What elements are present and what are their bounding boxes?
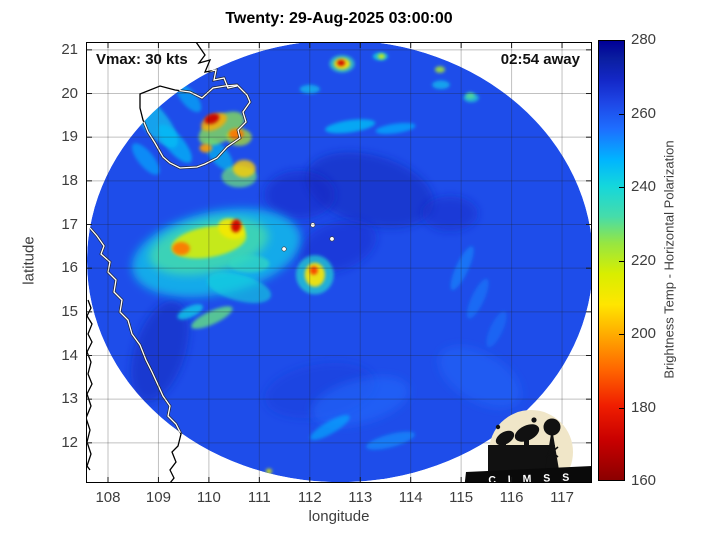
brightness-temp-features xyxy=(128,52,521,474)
y-tick-label: 14 xyxy=(61,346,78,364)
y-tick-label: 15 xyxy=(61,302,78,320)
y-tick-label: 19 xyxy=(61,128,78,146)
colorbar-tick-label: 220 xyxy=(631,251,657,269)
water-tower-tank xyxy=(543,418,561,436)
colorbar-tick-label: 280 xyxy=(631,31,657,48)
colorbar-tick-mark xyxy=(619,407,624,409)
y-tick-label: 12 xyxy=(61,433,78,451)
colorbar-tick-label: 260 xyxy=(631,104,657,122)
x-tick-label: 116 xyxy=(499,489,524,506)
y-tick-label: 18 xyxy=(61,171,78,189)
x-tick-label: 115 xyxy=(449,489,474,506)
colorbar-tick-mark xyxy=(619,113,624,115)
x-tick-label: 114 xyxy=(398,489,423,506)
x-tick-label: 110 xyxy=(196,489,221,506)
y-tick-label: 16 xyxy=(61,259,78,277)
colorbar-tick-label: 200 xyxy=(631,325,657,342)
y-tick-label: 20 xyxy=(61,84,78,102)
x-tick-label: 109 xyxy=(145,489,171,506)
paracel-islets xyxy=(281,222,335,252)
x-tick-label: 112 xyxy=(297,489,322,506)
plot-area: C I M S S xyxy=(86,42,592,483)
y-tick-label: 21 xyxy=(61,40,78,58)
vmax-annotation: Vmax: 30 kts xyxy=(96,51,188,68)
colorbar-tick-label: 160 xyxy=(631,472,657,489)
swath-disk xyxy=(87,42,592,483)
x-axis-label: longitude xyxy=(308,508,370,525)
x-tick-label: 113 xyxy=(348,489,373,506)
y-tick-label: 17 xyxy=(61,215,78,233)
x-tick-label: 108 xyxy=(95,489,121,506)
logo-banner xyxy=(464,466,592,483)
gridlines xyxy=(86,42,592,483)
colorbar-label: Brightness Temp - Horizontal Polarizatio… xyxy=(661,140,677,379)
logo-silhouettes xyxy=(488,417,561,471)
colorbar-tick-label: 240 xyxy=(631,178,657,195)
y-tick-label: 13 xyxy=(61,390,78,408)
colorbar-tick-mark xyxy=(619,334,624,335)
colorbar-tick-mark xyxy=(619,260,624,262)
satellite-swath-image: C I M S S xyxy=(86,42,592,483)
page-title: Twenty: 29-Aug-2025 03:00:00 xyxy=(225,10,453,27)
y-axis-label: latitude xyxy=(20,236,38,285)
x-tick-label: 117 xyxy=(550,489,574,506)
x-tick-label: 111 xyxy=(247,489,271,506)
time-offset-annotation: 02:54 away xyxy=(500,51,580,68)
axes-border xyxy=(86,42,592,483)
colorbar-tick-mark xyxy=(619,187,624,188)
cimss-logo: C I M S S xyxy=(464,410,592,483)
colorbar-tick-label: 180 xyxy=(631,398,657,416)
logo-text: C I M S S xyxy=(488,472,574,483)
